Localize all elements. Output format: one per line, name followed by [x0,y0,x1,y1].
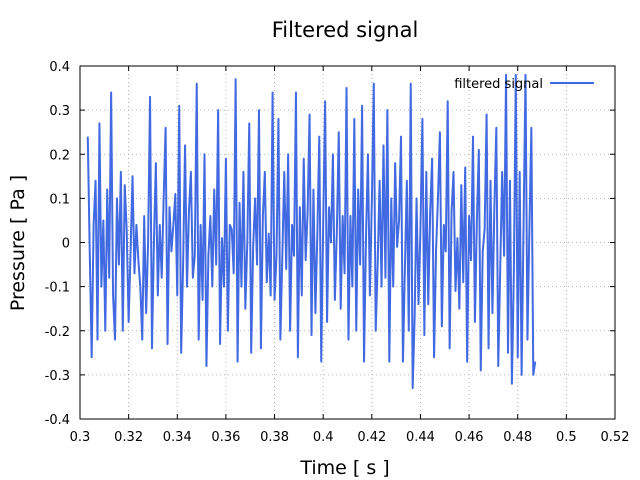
axis-ticks: 0.3 0.32 0.34 0.36 0.38 0.4 0.42 0.44 0.46 0.48 0.… [45,60,630,445]
y-tick-label: -0.1 [45,281,70,296]
y-tick-label: -0.2 [45,325,70,340]
chart-title: Filtered signal [272,18,419,42]
x-tick-label: 0.32 [114,430,143,445]
y-axis-label: Pressure [ Pa ] [7,175,29,311]
x-tick-label: 0.5 [556,430,577,445]
x-tick-label: 0.46 [455,430,484,445]
x-tick-label: 0.36 [211,430,240,445]
y-tick-label: 0.3 [49,104,70,119]
y-tick-label: 0.4 [49,60,70,75]
y-tick-label: -0.3 [45,369,70,384]
plot-frame [79,65,616,420]
x-tick-label: 0.44 [406,430,435,445]
legend: filtered signal [454,77,594,92]
x-tick-label: 0.52 [601,430,630,445]
x-tick-label: 0.34 [163,430,192,445]
plot-area [86,73,537,390]
x-tick-label: 0.38 [260,430,289,445]
x-tick-label: 0.42 [357,430,386,445]
x-tick-label: 0.4 [313,430,334,445]
series-line-filtered-signal [86,73,537,390]
y-tick-label: 0.2 [49,148,70,163]
legend-label: filtered signal [454,77,543,92]
y-tick-label: -0.4 [45,413,70,428]
y-tick-label: 0 [62,237,70,252]
x-tick-label: 0.48 [503,430,532,445]
x-axis-label: Time [ s ] [299,457,389,479]
y-tick-label: 0.1 [49,192,70,207]
x-tick-label: 0.3 [70,430,91,445]
